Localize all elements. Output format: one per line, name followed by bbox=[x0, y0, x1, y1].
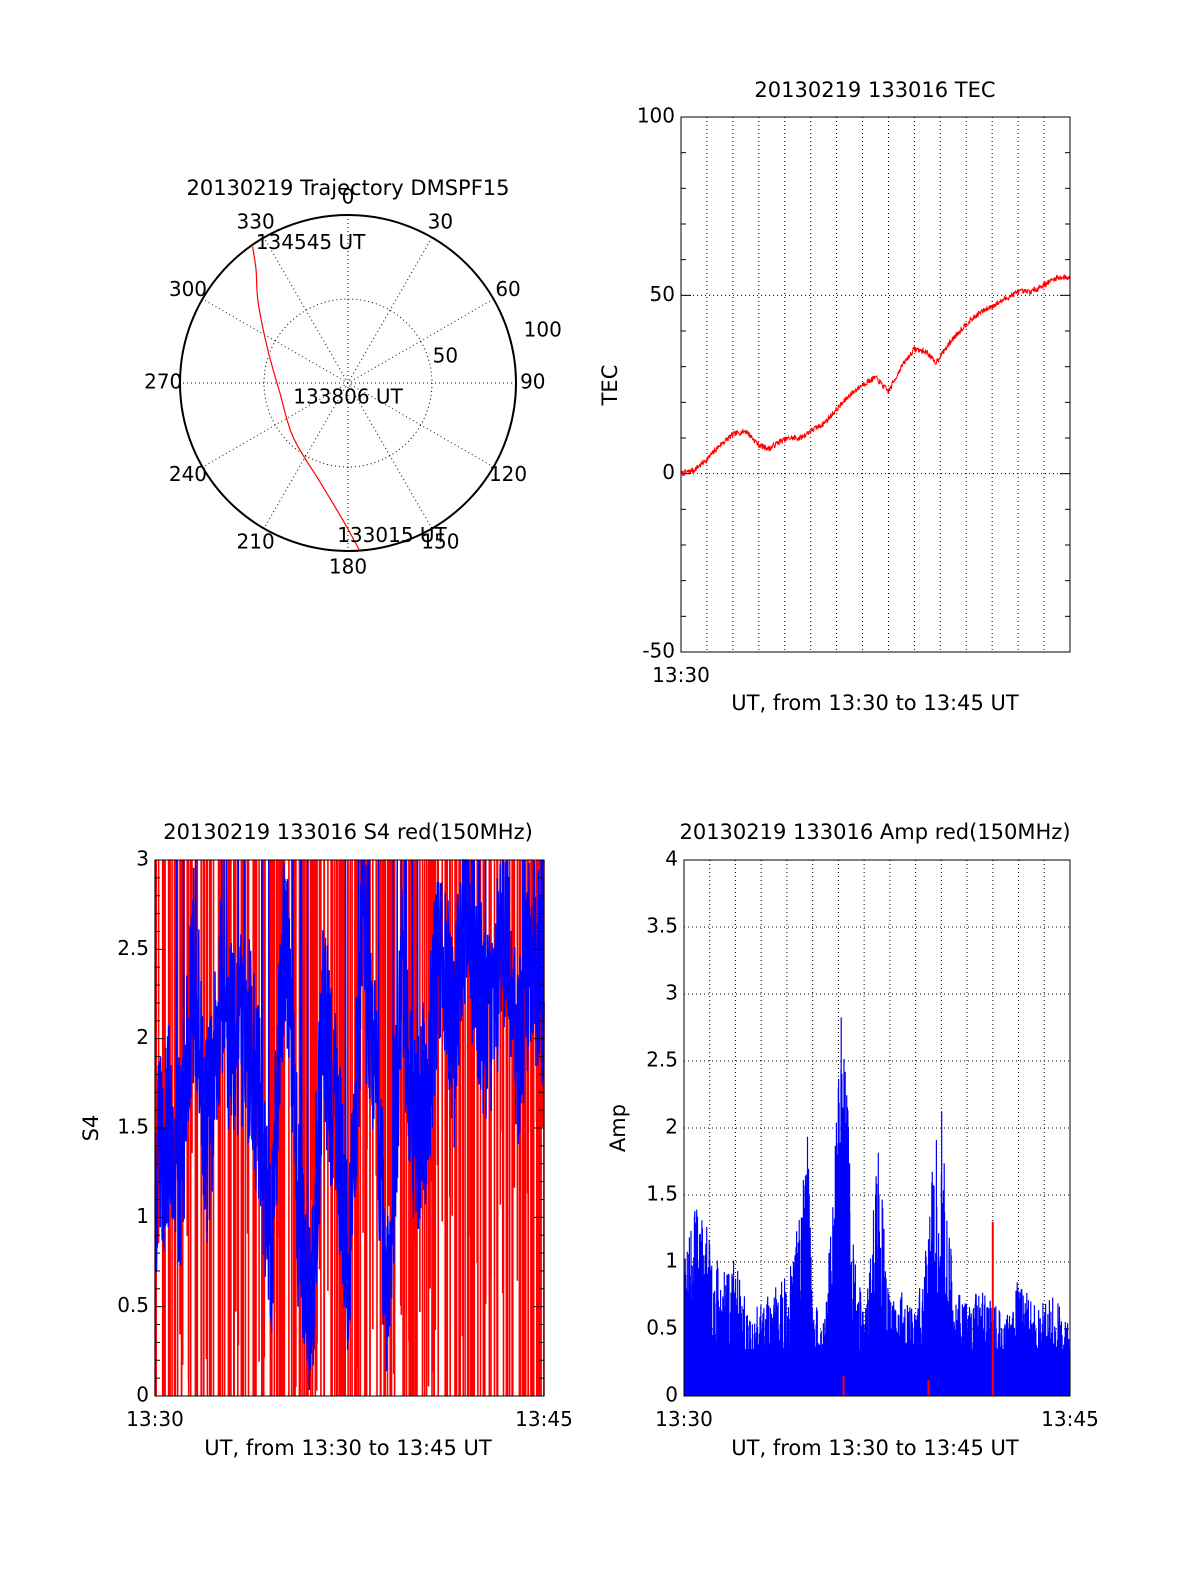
s4-ytick-label: 0.5 bbox=[117, 1293, 149, 1317]
amp-panel: 20130219 133016 Amp red(150MHz) 0 0.5 1 1.5… bbox=[606, 820, 1099, 1460]
s4-title: 20130219 133016 S4 red(150MHz) bbox=[163, 820, 533, 844]
polar-grid bbox=[179, 214, 517, 552]
azimuth-tick-label: 0 bbox=[342, 185, 355, 209]
polar-tick-labels: 0 30 60 90 120 150 180 210 240 270 300 330 50 100 bbox=[144, 185, 562, 579]
radial-tick-label: 100 bbox=[524, 317, 562, 341]
amp-ytick-label: 2.5 bbox=[646, 1048, 678, 1072]
azimuth-tick-label: 120 bbox=[489, 462, 527, 486]
trajectory-panel: 20130219 Trajectory DMSPF15 0 30 60 90 120 15… bbox=[144, 176, 562, 578]
azimuth-tick-label: 30 bbox=[428, 209, 453, 233]
radial-tick-label: 50 bbox=[433, 343, 458, 367]
amp-blue-series bbox=[683, 1017, 1071, 1396]
azimuth-tick-label: 300 bbox=[169, 277, 207, 301]
amp-ytick-label: 3.5 bbox=[646, 914, 678, 938]
s4-ytick-label: 1.5 bbox=[117, 1115, 149, 1139]
trajectory-annotations: 134545 UT 133806 UT 133015 UT bbox=[256, 230, 448, 547]
tec-y-axis-label: TEC bbox=[598, 365, 622, 407]
s4-y-axis-label: S4 bbox=[79, 1115, 103, 1142]
amp-tick-labels: 0 0.5 1 1.5 2 2.5 3 3.5 4 13:30 13:45 bbox=[646, 847, 1099, 1432]
s4-ytick-label: 0 bbox=[136, 1383, 149, 1407]
s4-ytick-label: 1 bbox=[136, 1204, 149, 1228]
tec-line bbox=[680, 274, 1071, 477]
tec-ytick-label: 0 bbox=[662, 460, 675, 484]
tec-ytick-label: -50 bbox=[642, 639, 675, 663]
trajectory-time-label: 133015 UT bbox=[337, 523, 447, 547]
amp-title: 20130219 133016 Amp red(150MHz) bbox=[679, 820, 1070, 844]
azimuth-tick-label: 90 bbox=[520, 370, 545, 394]
tec-xtick-label: 13:30 bbox=[652, 663, 710, 687]
tec-panel: 20130219 133016 TEC -50 0 50 100 13:30 UT, f… bbox=[598, 78, 1071, 715]
amp-ytick-label: 3 bbox=[665, 981, 678, 1005]
amp-y-axis-label: Amp bbox=[606, 1104, 630, 1152]
trajectory-line bbox=[252, 246, 361, 551]
amp-grid bbox=[684, 860, 1070, 1396]
azimuth-tick-label: 180 bbox=[329, 554, 367, 578]
s4-xtick-label: 13:45 bbox=[515, 1407, 573, 1431]
amp-xtick-label: 13:30 bbox=[655, 1407, 713, 1431]
azimuth-tick-label: 150 bbox=[421, 530, 459, 554]
s4-ytick-label: 2.5 bbox=[117, 936, 149, 960]
polar-spoke-150 bbox=[263, 237, 433, 529]
amp-ytick-label: 2 bbox=[665, 1115, 678, 1139]
s4-ytick-label: 3 bbox=[136, 847, 149, 871]
amp-ytick-label: 0.5 bbox=[646, 1316, 678, 1340]
s4-xtick-label: 13:30 bbox=[126, 1407, 184, 1431]
azimuth-tick-label: 330 bbox=[237, 209, 275, 233]
azimuth-tick-label: 270 bbox=[144, 370, 182, 394]
tec-title: 20130219 133016 TEC bbox=[754, 78, 995, 102]
s4-blue-series bbox=[154, 859, 545, 1391]
trajectory-series bbox=[252, 246, 361, 551]
tec-grid bbox=[681, 116, 1070, 653]
s4-ytick-label: 2 bbox=[136, 1025, 149, 1049]
trajectory-title: 20130219 Trajectory DMSPF15 bbox=[186, 176, 509, 200]
tec-ytick-label: 50 bbox=[650, 282, 675, 306]
azimuth-tick-label: 60 bbox=[495, 277, 520, 301]
trajectory-time-label: 134545 UT bbox=[256, 230, 366, 254]
amp-ytick-label: 1 bbox=[665, 1249, 678, 1273]
amp-ytick-label: 4 bbox=[665, 847, 678, 871]
tec-series bbox=[680, 274, 1071, 477]
amp-series bbox=[683, 1017, 1071, 1396]
amp-ytick-label: 0 bbox=[665, 1383, 678, 1407]
s4-tick-labels: 0 0.5 1 1.5 2 2.5 3 13:30 13:45 bbox=[117, 847, 573, 1432]
amp-ytick-label: 1.5 bbox=[646, 1182, 678, 1206]
azimuth-tick-label: 240 bbox=[169, 462, 207, 486]
amp-blue-base bbox=[686, 1349, 1070, 1396]
s4-series bbox=[154, 859, 545, 1396]
s4-x-axis-label: UT, from 13:30 to 13:45 UT bbox=[204, 1436, 492, 1460]
tec-x-axis-label: UT, from 13:30 to 13:45 UT bbox=[731, 691, 1019, 715]
amp-x-axis-label: UT, from 13:30 to 13:45 UT bbox=[731, 1436, 1019, 1460]
s4-panel: 20130219 133016 S4 red(150MHz) 0 0.5 1 1.5 2… bbox=[79, 820, 573, 1460]
tec-tick-labels: -50 0 50 100 13:30 bbox=[637, 104, 710, 688]
amp-xtick-label: 13:45 bbox=[1041, 1407, 1099, 1431]
tec-ytick-label: 100 bbox=[637, 104, 675, 128]
trajectory-time-label: 133806 UT bbox=[293, 385, 403, 409]
tec-plot-frame bbox=[680, 116, 1071, 653]
azimuth-tick-label: 210 bbox=[237, 530, 275, 554]
amp-plot-frame bbox=[683, 859, 1071, 1397]
